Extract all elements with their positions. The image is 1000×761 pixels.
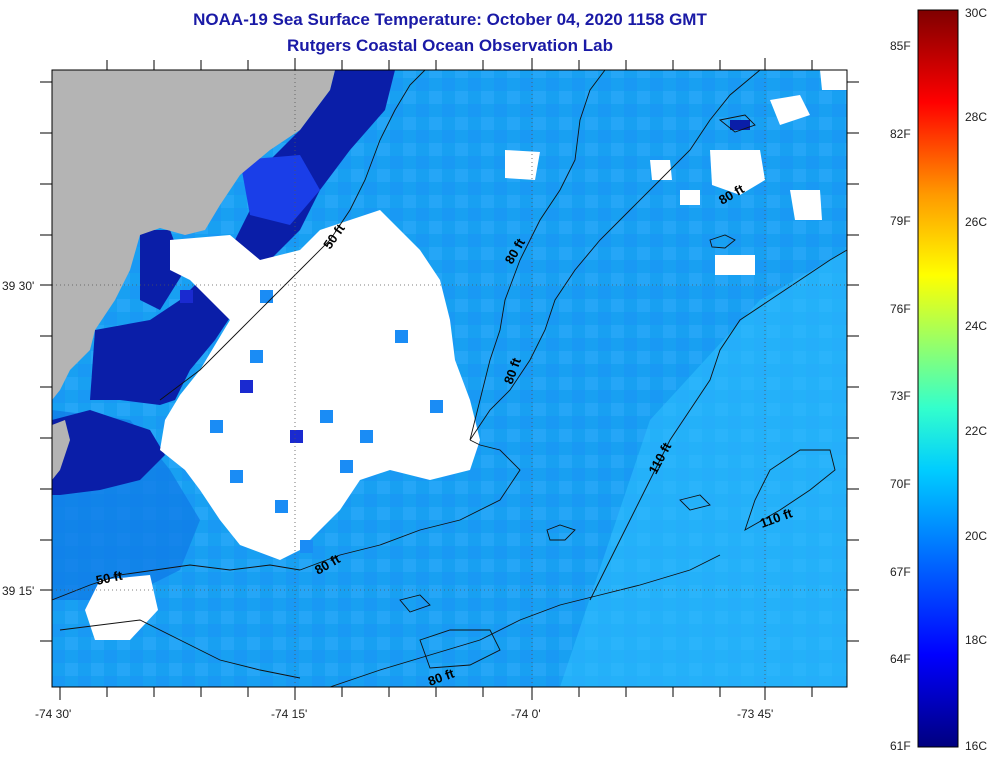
cold-patch-bay [240, 155, 320, 225]
coastal-cold-water-south [52, 410, 165, 495]
colorbar-celsius-label: 16C [965, 739, 987, 753]
contour-small-5 [399, 594, 431, 613]
land-southern-tip [52, 420, 70, 480]
colorbar-fahrenheit-label: 70F [890, 477, 911, 491]
contour-80ft-mid [299, 439, 521, 571]
colorbar: 85F 82F 79F 76F 73F 70F 67F 64F 61F 30C … [890, 6, 987, 753]
colorbar-celsius-label: 26C [965, 215, 987, 229]
no-data-cloud-south [85, 575, 158, 640]
colorbar-fahrenheit-label: 76F [890, 302, 911, 316]
longitude-label: -73 45' [737, 707, 773, 721]
latitude-label: 39 30' [2, 279, 34, 293]
colorbar-celsius-label: 24C [965, 319, 987, 333]
colorbar-fahrenheit-label: 85F [890, 39, 911, 53]
colorbar-gradient [917, 9, 959, 748]
no-data-patch-7 [650, 160, 672, 180]
contour-inner-south [59, 619, 301, 679]
contour-110ft-ring [744, 449, 836, 531]
contour-50ft-north [159, 70, 426, 401]
colorbar-celsius-label: 18C [965, 633, 987, 647]
offshore-warm-band [560, 250, 847, 687]
colorbar-celsius-label: 20C [965, 529, 987, 543]
colorbar-celsius-label: 28C [965, 110, 987, 124]
no-data-patch-2 [710, 150, 765, 195]
map-subtitle: Rutgers Coastal Ocean Observation Lab [287, 36, 613, 55]
contour-80ft-east [469, 70, 761, 441]
longitude-label: -74 0' [511, 707, 541, 721]
no-data-patch-4 [715, 255, 755, 275]
contour-small-4 [718, 114, 756, 133]
contour-small-2 [679, 494, 711, 511]
latitude-label: 39 15' [2, 584, 34, 598]
axis-ticks [40, 58, 859, 700]
coastal-cold-water-north [90, 70, 395, 405]
no-data-patch-3 [790, 190, 822, 220]
no-data-patch-8 [680, 190, 700, 205]
colorbar-fahrenheit-label: 73F [890, 389, 911, 403]
colorbar-fahrenheit-label: 67F [890, 565, 911, 579]
bathymetry-contours [52, 70, 847, 687]
no-data-patch-1 [505, 150, 540, 180]
colorbar-fahrenheit-label: 64F [890, 652, 911, 666]
longitude-label: -74 15' [271, 707, 307, 721]
colorbar-fahrenheit-label: 82F [890, 127, 911, 141]
map-title: NOAA-19 Sea Surface Temperature: October… [193, 10, 707, 29]
contour-110ft-a [589, 249, 847, 601]
contour-80ft-north [469, 70, 606, 441]
contour-80ft-south [329, 554, 721, 687]
graticule [52, 70, 847, 687]
colorbar-fahrenheit-label: 61F [890, 739, 911, 753]
longitude-label: -74 30' [35, 707, 71, 721]
no-data-patch-5 [770, 95, 810, 125]
contour-small-3 [709, 234, 736, 249]
no-data-patch-6 [820, 70, 847, 90]
colorbar-celsius-label: 22C [965, 424, 987, 438]
map-area: 50 ft 80 ft 80 ft 80 ft 110 ft 110 ft 50… [52, 70, 847, 687]
contour-label: 50 ft [95, 568, 125, 588]
scattered-sst-pixels [180, 120, 750, 553]
contour-50ft-south [52, 564, 301, 601]
contour-shoal-south [419, 629, 501, 669]
colorbar-fahrenheit-label: 79F [890, 214, 911, 228]
map-frame [51, 69, 848, 688]
contour-small-1 [546, 524, 576, 541]
colorbar-celsius-label: 30C [965, 6, 987, 20]
land-new-jersey [52, 70, 335, 400]
